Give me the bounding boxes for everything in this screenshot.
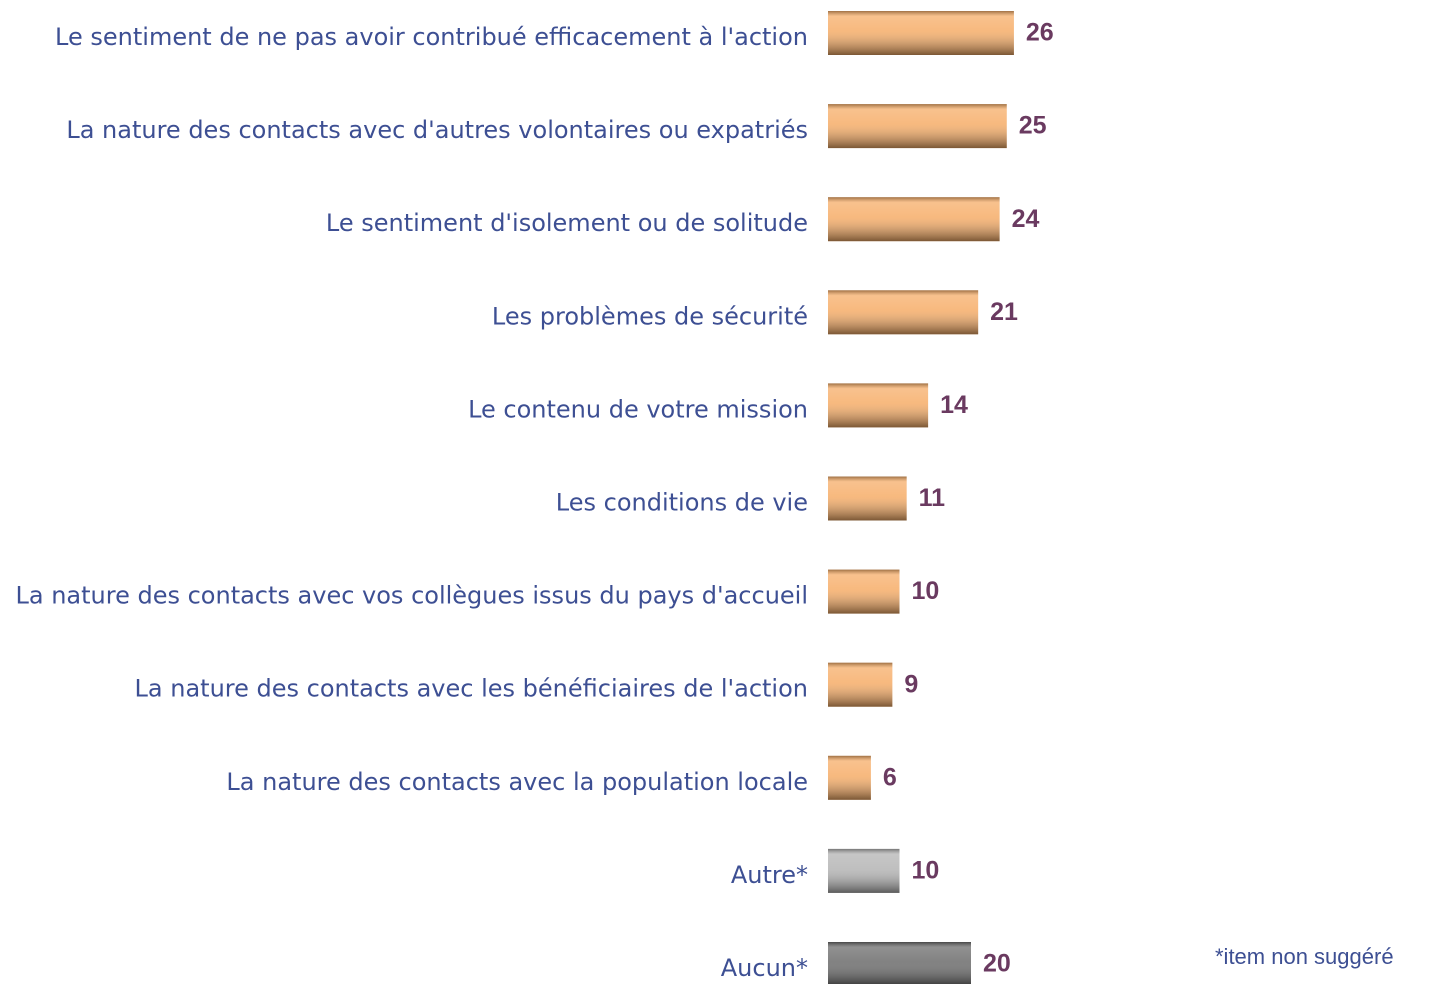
category-label: Les problèmes de sécurité	[492, 302, 808, 330]
bar-shade	[828, 383, 929, 428]
value-label: 6	[883, 763, 897, 791]
value-label: 10	[912, 577, 940, 605]
category-label: La nature des contacts avec vos collègue…	[15, 582, 808, 610]
category-label: La nature des contacts avec les bénéfici…	[135, 675, 808, 703]
value-label: 21	[990, 298, 1018, 326]
value-label: 26	[1026, 19, 1054, 47]
category-label: Autre*	[731, 861, 808, 889]
value-label: 11	[919, 484, 946, 512]
category-label: Le sentiment d'isolement ou de solitude	[326, 209, 808, 237]
category-label: La nature des contacts avec la populatio…	[226, 768, 808, 796]
value-label: 24	[1012, 205, 1040, 233]
bar-shade	[828, 569, 900, 614]
bar-shade	[828, 755, 871, 800]
category-label: Le contenu de votre mission	[468, 395, 808, 423]
value-label: 14	[940, 391, 968, 419]
bar-shade	[828, 662, 893, 707]
bar-shade	[828, 848, 900, 893]
value-label: 25	[1019, 112, 1047, 140]
category-label: Aucun*	[721, 954, 808, 982]
annotation: *item non suggéré	[1215, 944, 1394, 969]
value-label: 9	[904, 670, 918, 698]
category-label: Le sentiment de ne pas avoir contribué e…	[55, 23, 808, 51]
value-label: 20	[983, 950, 1011, 978]
bar-shade	[828, 476, 907, 521]
value-label: 10	[912, 857, 940, 885]
category-label: La nature des contacts avec d'autres vol…	[66, 116, 808, 144]
bar-shade	[828, 290, 979, 335]
category-label: Les conditions de vie	[556, 489, 808, 517]
bar-shade	[828, 197, 1000, 242]
bar-shade	[828, 942, 971, 984]
bar-shade	[828, 104, 1007, 149]
bar-shade	[828, 11, 1014, 55]
